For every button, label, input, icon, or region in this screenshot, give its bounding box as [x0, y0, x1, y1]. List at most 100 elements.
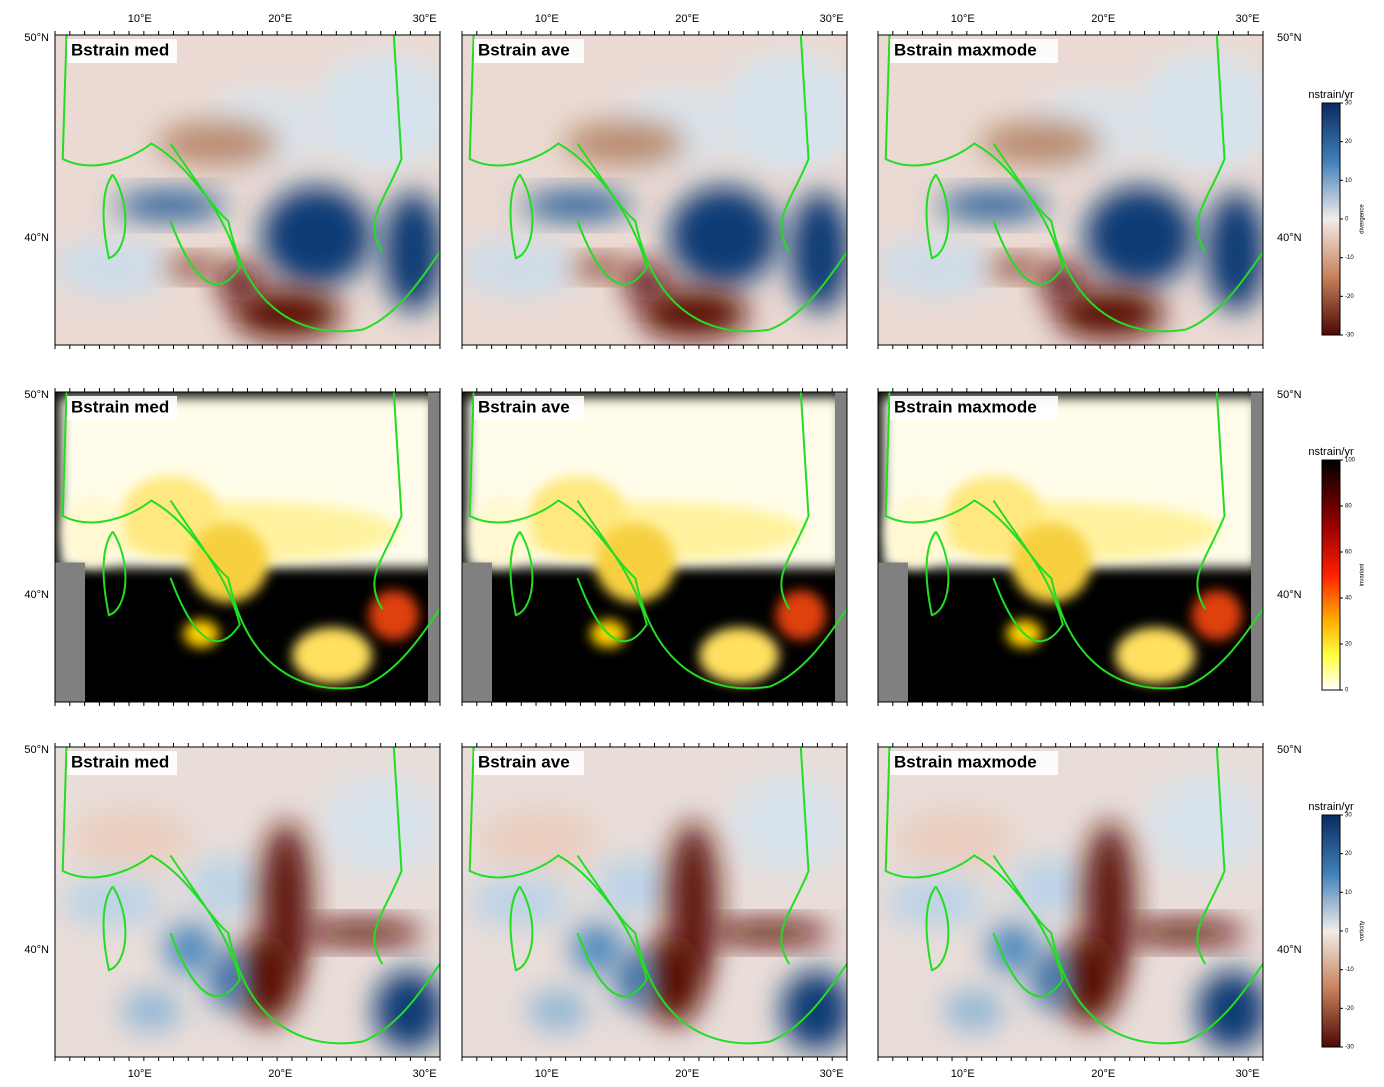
colorbar-tick-label: 30 — [1345, 101, 1352, 107]
map-feature — [1135, 53, 1275, 173]
lat-label: 40°N — [1277, 232, 1302, 244]
map-feature — [53, 238, 173, 298]
map-feature — [63, 877, 163, 927]
map-feature — [1126, 921, 1246, 945]
panel-title: Bstrain med — [71, 397, 169, 416]
map-feature — [1206, 192, 1266, 312]
map-feature — [303, 921, 423, 945]
map-feature — [1145, 775, 1265, 875]
map-feature — [939, 192, 1049, 220]
map-feature — [615, 950, 655, 1010]
map-feature — [165, 924, 215, 974]
colorbar-label: invariant — [1360, 563, 1366, 586]
colorbar-tick-label: 0 — [1345, 217, 1349, 223]
page: Bstrain med 10°E 20°E 30°E 50°N 40°N Bstrain a… — [0, 0, 1384, 1082]
panel-title: Bstrain ave — [478, 752, 570, 771]
map-feature — [208, 950, 248, 1010]
lat-label: 50°N — [1277, 744, 1302, 756]
map-mask — [835, 392, 847, 702]
colorbar-tick-label: 80 — [1345, 504, 1352, 510]
colorbar-tick-label: -30 — [1345, 333, 1354, 339]
map-feature — [64, 497, 124, 567]
panel-title: Bstrain ave — [478, 397, 570, 416]
map-feature — [710, 921, 830, 945]
map-panel — [878, 747, 1267, 1057]
map-feature — [1085, 187, 1195, 287]
lat-label: 50°N — [1277, 32, 1302, 44]
colorbar-tick-label: 40 — [1345, 596, 1352, 602]
map-feature — [1011, 857, 1091, 917]
lon-label: 20°E — [1091, 1068, 1115, 1080]
map-feature — [699, 628, 779, 684]
panel-title: Bstrain maxmode — [894, 40, 1037, 59]
map-feature — [781, 971, 851, 1051]
lon-label: 20°E — [268, 1068, 292, 1080]
map-feature — [116, 192, 226, 220]
map-panel — [53, 35, 453, 345]
colorbar-tick-label: -20 — [1345, 1006, 1354, 1012]
map-panel — [878, 392, 1263, 702]
map-feature — [980, 122, 1100, 166]
lon-label: 30°E — [413, 13, 437, 25]
colorbar-unit: nstrain/yr — [1308, 801, 1354, 813]
figure: Bstrain med 10°E 20°E 30°E 50°N 40°N Bstrain a… — [0, 0, 1384, 1082]
lon-label: 10°E — [535, 1068, 559, 1080]
map-feature — [876, 238, 996, 298]
map-feature — [157, 122, 277, 166]
map-feature — [1197, 971, 1267, 1051]
panel-title: Bstrain maxmode — [894, 752, 1037, 771]
colorbar-tick-label: 30 — [1345, 813, 1352, 819]
map-feature — [528, 991, 588, 1031]
map-feature — [262, 187, 372, 287]
lat-label: 50°N — [24, 744, 49, 756]
lat-label: 50°N — [1277, 389, 1302, 401]
map-panel — [460, 35, 860, 345]
map-feature — [460, 238, 580, 298]
map-feature — [292, 628, 372, 684]
map-panel — [55, 747, 444, 1057]
panel-title: Bstrain maxmode — [894, 397, 1037, 416]
lon-label: 30°E — [1236, 1068, 1260, 1080]
map-feature — [669, 187, 779, 287]
map-panel — [55, 392, 440, 702]
map-feature — [564, 122, 684, 166]
map-panel — [876, 35, 1276, 345]
map-feature — [1031, 950, 1071, 1010]
map-feature — [121, 991, 181, 1031]
map-mask — [1251, 392, 1263, 702]
lat-label: 40°N — [1277, 944, 1302, 956]
map-feature — [719, 53, 859, 173]
map-feature — [312, 53, 452, 173]
map-mask — [55, 563, 85, 703]
panel-title: Bstrain ave — [478, 40, 570, 59]
colorbar-tick-label: 10 — [1345, 178, 1352, 184]
colorbar-tick-label: 20 — [1345, 642, 1352, 648]
colorbar-tick-label: 20 — [1345, 851, 1352, 857]
lon-label: 10°E — [128, 1068, 152, 1080]
map-feature — [887, 497, 947, 567]
colorbar-label: vorticity — [1360, 921, 1366, 941]
colorbar-tick-label: 20 — [1345, 139, 1352, 145]
lon-label: 10°E — [535, 13, 559, 25]
map-feature — [886, 877, 986, 927]
map-panel — [462, 747, 851, 1057]
colorbar-tick-label: -20 — [1345, 294, 1354, 300]
colorbar-tick-label: -10 — [1345, 967, 1354, 973]
map-feature — [374, 971, 444, 1051]
lon-label: 20°E — [1091, 13, 1115, 25]
lat-label: 40°N — [1277, 589, 1302, 601]
map-feature — [471, 497, 531, 567]
panel-title: Bstrain med — [71, 752, 169, 771]
map-feature — [729, 775, 849, 875]
colorbar-label: divergence — [1360, 204, 1366, 234]
map-mask — [878, 563, 908, 703]
map-feature — [988, 924, 1038, 974]
lon-label: 20°E — [268, 13, 292, 25]
map-feature — [383, 192, 443, 312]
lat-label: 50°N — [24, 32, 49, 44]
lon-label: 10°E — [951, 13, 975, 25]
map-panel — [462, 392, 847, 702]
lat-label: 50°N — [24, 389, 49, 401]
colorbar-tick-label: 100 — [1345, 458, 1356, 464]
colorbar — [1322, 103, 1340, 335]
